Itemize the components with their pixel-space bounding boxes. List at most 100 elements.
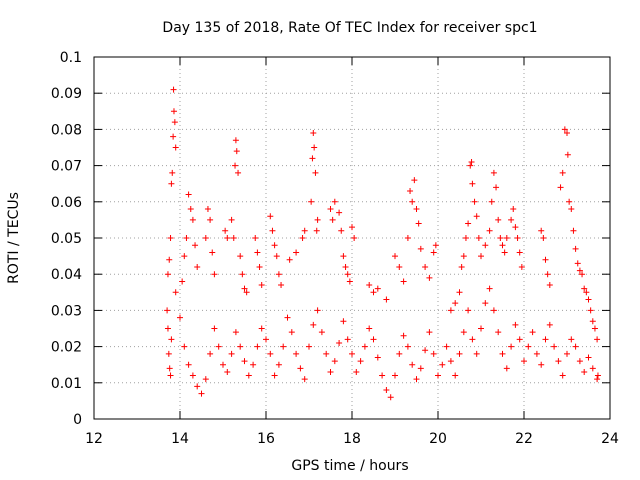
data-point	[237, 343, 244, 350]
data-point	[400, 278, 407, 285]
data-point	[452, 300, 459, 307]
data-point	[170, 108, 177, 115]
data-point	[286, 256, 293, 263]
data-point	[540, 235, 547, 241]
data-point	[400, 332, 407, 339]
data-point	[254, 249, 261, 256]
data-point	[460, 253, 467, 260]
data-point	[557, 184, 564, 191]
data-point	[482, 300, 489, 307]
data-point	[561, 126, 568, 133]
data-point	[473, 350, 480, 357]
data-point	[250, 361, 257, 368]
data-point	[340, 253, 347, 260]
data-point	[469, 336, 476, 343]
data-point	[349, 350, 355, 357]
data-point	[192, 242, 199, 249]
data-point	[230, 235, 237, 241]
data-point	[165, 350, 172, 357]
x-tick-label: 24	[601, 431, 619, 447]
data-point	[237, 253, 244, 260]
data-point	[594, 336, 601, 343]
data-point	[508, 216, 515, 223]
data-point	[538, 361, 545, 368]
data-point	[490, 169, 497, 176]
data-point	[284, 314, 291, 321]
data-point	[243, 289, 250, 296]
data-point	[379, 372, 386, 379]
data-point	[271, 372, 278, 379]
data-point	[258, 282, 265, 289]
data-point	[559, 372, 566, 379]
data-point	[275, 271, 282, 278]
data-point	[267, 350, 274, 357]
data-point	[312, 169, 319, 176]
data-point	[411, 177, 418, 184]
data-point	[533, 350, 540, 357]
data-point	[344, 336, 351, 343]
data-point	[374, 285, 381, 292]
y-tick-label: 0.01	[51, 376, 82, 392]
data-point	[555, 358, 562, 365]
y-tick-label: 0.02	[51, 340, 82, 356]
data-point	[170, 133, 177, 140]
data-point	[202, 376, 209, 383]
data-point	[313, 227, 320, 234]
data-point	[495, 216, 502, 223]
data-point	[422, 263, 429, 270]
y-tick-label: 0.08	[51, 122, 82, 138]
data-point	[336, 209, 343, 216]
data-point	[211, 325, 218, 332]
data-point	[465, 220, 472, 227]
data-point	[318, 329, 325, 336]
data-point	[233, 148, 240, 155]
data-point	[329, 216, 336, 223]
data-point	[430, 350, 437, 357]
data-point	[591, 325, 598, 332]
data-point	[458, 263, 465, 270]
data-point	[207, 350, 214, 357]
data-point	[473, 213, 480, 220]
data-point	[452, 372, 459, 379]
data-point	[179, 278, 186, 285]
data-point	[465, 307, 472, 314]
data-point	[404, 235, 411, 241]
data-point	[232, 137, 239, 144]
data-point	[280, 343, 287, 350]
data-point	[409, 361, 416, 368]
data-point	[581, 285, 588, 292]
data-point	[267, 213, 274, 220]
data-point	[164, 307, 171, 314]
data-point	[263, 336, 269, 343]
data-point	[181, 343, 188, 350]
data-point	[589, 365, 596, 372]
data-point	[228, 350, 235, 357]
data-point	[269, 227, 276, 234]
data-point	[215, 343, 222, 350]
data-point	[346, 278, 353, 285]
data-point	[546, 282, 553, 289]
data-point	[564, 350, 570, 357]
data-point	[490, 307, 497, 314]
y-tick-label: 0.06	[51, 195, 82, 211]
data-point	[566, 198, 573, 205]
x-tick-label: 20	[429, 431, 447, 447]
data-point	[258, 325, 265, 332]
data-point	[456, 350, 463, 357]
data-point	[468, 158, 475, 165]
data-point	[271, 242, 278, 249]
x-tick-label: 18	[343, 431, 361, 447]
data-point	[297, 365, 304, 372]
data-point	[166, 256, 173, 263]
data-point	[594, 376, 601, 383]
x-tick-label: 16	[257, 431, 275, 447]
data-point	[273, 253, 280, 260]
data-point	[404, 343, 411, 350]
data-point	[409, 198, 416, 205]
y-tick-label: 0.07	[51, 159, 82, 175]
data-point	[189, 216, 196, 223]
data-point	[241, 358, 248, 365]
data-point	[497, 235, 504, 241]
data-point	[172, 144, 179, 151]
data-point	[293, 249, 300, 256]
